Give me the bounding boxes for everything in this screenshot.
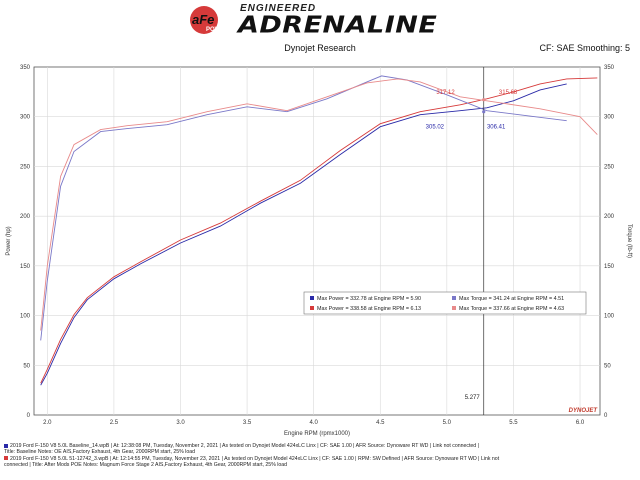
run2-line1: 2019 Ford F-150 V8 5.0L 51-12742_3.wpB |… — [4, 456, 636, 462]
dyno-chart: 0 0 50 50 100 100 150 150 200 200 250 250 300 300 350 3… — [6, 65, 632, 437]
legend-entry: Max Torque = 341.24 at Engine RPM = 4.51 — [459, 296, 564, 302]
legend-swatch — [452, 296, 456, 300]
plot-area — [33, 66, 601, 416]
y-tick-label-left: 250 — [20, 164, 31, 170]
y-tick-label-left: 300 — [20, 115, 31, 121]
axis-ticks: 0 0 50 50 100 100 150 150 200 200 250 250 300 300 350 3… — [20, 65, 615, 426]
x-tick-label: 2.0 — [43, 420, 52, 426]
run2-line2: connected | Title: After Mods POE Notes:… — [4, 462, 288, 469]
y-tick-label-right: 350 — [604, 65, 615, 71]
dyno-title: Dynojet Research — [284, 43, 356, 53]
legend-entry: Max Power = 338.58 at Engine RPM = 6.13 — [317, 306, 421, 312]
legend-box — [303, 291, 587, 315]
run1-line2: Title: Baseline Notes: OE AIS,Factory Ex… — [4, 449, 195, 456]
series-baseline-power — [40, 83, 567, 386]
value-annotation: 315.68 — [499, 90, 518, 96]
y-tick-label-right: 50 — [604, 363, 611, 369]
value-annotation: 305.02 — [426, 125, 445, 131]
y-tick-label-right: 100 — [604, 314, 615, 320]
cursor-label: 5.277 — [465, 395, 481, 401]
x-tick-label: 3.5 — [243, 420, 252, 426]
badge-sub: POWER — [206, 27, 229, 33]
cursor-marker-after-torque — [482, 98, 486, 102]
y-tick-label-right: 200 — [604, 214, 615, 220]
run2-color-swatch — [4, 456, 8, 461]
y-axis-label-right: Torque (lb-ft) — [626, 224, 632, 258]
legend-swatch — [310, 306, 314, 310]
x-tick-label: 2.5 — [110, 420, 119, 426]
run1-color-swatch — [4, 443, 8, 448]
y-tick-label-right: 300 — [604, 115, 615, 121]
value-annotation: 317.12 — [436, 90, 455, 96]
value-annotation: 306.41 — [487, 125, 506, 131]
afe-badge-icon: aFe POWER — [190, 6, 229, 34]
x-tick-label: 3.0 — [176, 420, 185, 426]
legend: Max Power = 332.78 at Engine RPM = 5.90 M… — [303, 291, 587, 315]
value-annotations: 317.12 315.68 305.02 306.41 — [426, 90, 518, 131]
dynojet-logo: DYNOJET — [569, 408, 599, 414]
x-tick-label: 5.0 — [443, 420, 452, 426]
badge-circle — [190, 6, 218, 34]
legend-swatch — [452, 306, 456, 310]
series-after-torque — [40, 78, 598, 331]
badge-text: aFe — [192, 12, 214, 27]
y-tick-label-right: 150 — [604, 264, 615, 270]
y-tick-label-right: 250 — [604, 164, 615, 170]
run2-line1-text: 2019 Ford F-150 V8 5.0L 51-12742_3.wpB |… — [10, 455, 500, 462]
x-tick-label: 4.5 — [376, 420, 385, 426]
brand-logo: aFe POWER ENGINEERED ADRENALINE — [186, 2, 456, 40]
correction-factor-label: CF: SAE Smoothing: 5 — [539, 43, 630, 53]
y-tick-label-left: 50 — [23, 363, 30, 369]
rpm-cursor: 5.277 — [465, 67, 486, 415]
y-tick-label-left: 200 — [20, 214, 31, 220]
series-baseline-torque — [40, 75, 567, 341]
legend-entry: Max Torque = 337.66 at Engine RPM = 4.63 — [459, 306, 564, 312]
y-axis-label-left: Power (hp) — [6, 226, 12, 255]
y-tick-label-left: 150 — [20, 264, 31, 270]
brand-name: ADRENALINE — [238, 12, 438, 39]
y-tick-label-right: 0 — [604, 413, 608, 419]
cursor-marker-baseline-torque — [482, 110, 486, 114]
run1-line1-text: 2019 Ford F-150 V8 5.0L Baseline_14.wpB … — [10, 443, 479, 449]
grid-lines — [34, 67, 600, 415]
y-tick-label-left: 350 — [20, 65, 31, 71]
legend-swatch — [310, 296, 314, 300]
x-tick-label: 5.5 — [509, 420, 518, 426]
series-after-power — [40, 77, 598, 384]
y-tick-label-left: 100 — [20, 314, 31, 320]
series-lines — [40, 75, 598, 386]
run1-line1: 2019 Ford F-150 V8 5.0L Baseline_14.wpB … — [4, 443, 636, 449]
x-tick-label: 4.0 — [309, 420, 318, 426]
brand-tagline: ENGINEERED — [240, 3, 317, 14]
y-tick-label-left: 0 — [27, 413, 31, 419]
x-tick-label: 6.0 — [576, 420, 585, 426]
run-info-footer: 2019 Ford F-150 V8 5.0L Baseline_14.wpB … — [4, 443, 636, 469]
legend-entry: Max Power = 332.78 at Engine RPM = 5.90 — [317, 296, 421, 302]
x-axis-label: Engine RPM (rpmx1000) — [284, 431, 350, 437]
